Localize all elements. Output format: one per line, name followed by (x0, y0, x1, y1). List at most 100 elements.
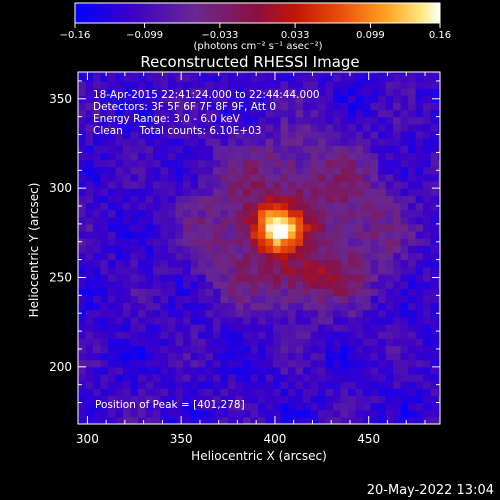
heatmap-cell (325, 316, 334, 325)
heatmap-cell (228, 123, 237, 132)
heatmap-cell (175, 116, 184, 125)
heatmap-cell (348, 352, 357, 361)
heatmap-cell (363, 373, 372, 382)
heatmap-cell (183, 231, 192, 239)
heatmap-cell (130, 281, 139, 289)
heatmap-cell (325, 159, 334, 168)
heatmap-cell (438, 402, 440, 411)
heatmap-cell (273, 123, 282, 132)
heatmap-cell (190, 281, 199, 289)
heatmap-cell (175, 288, 184, 296)
heatmap-cell (288, 281, 297, 289)
heatmap-cell (160, 202, 169, 211)
heatmap-cell (220, 366, 229, 375)
heatmap-cell (228, 331, 237, 339)
heatmap-cell (325, 231, 334, 239)
heatmap-cell (280, 159, 289, 168)
heatmap-cell (415, 238, 424, 246)
heatmap-cell (220, 402, 229, 411)
heatmap-cell (205, 80, 214, 89)
heatmap-cell (438, 409, 440, 418)
heatmap-cell (333, 238, 342, 246)
heatmap-cell (310, 359, 319, 368)
heatmap-cell (93, 145, 102, 154)
heatmap-cell (220, 302, 229, 311)
heatmap-cell (370, 73, 379, 82)
heatmap-cell (355, 345, 364, 354)
heatmap-cell (325, 88, 334, 96)
heatmap-cell (108, 159, 117, 168)
heatmap-cell (220, 288, 229, 296)
heatmap-cell (385, 180, 394, 189)
heatmap-cell (205, 373, 214, 382)
heatmap-cell (198, 273, 207, 282)
heatmap-cell (370, 252, 379, 261)
heatmap-cell (363, 323, 372, 332)
heatmap-cell (93, 388, 102, 397)
heatmap-cell (85, 80, 94, 89)
heatmap-cell (340, 130, 349, 139)
heatmap-cell (438, 245, 440, 254)
heatmap-cell (123, 188, 132, 196)
heatmap-cell (93, 102, 102, 111)
heatmap-cell (78, 345, 87, 354)
heatmap-cell (325, 366, 334, 375)
heatmap-cell (400, 359, 409, 368)
heatmap-cell (303, 338, 312, 346)
heatmap-cell (175, 338, 184, 346)
heatmap-cell (235, 366, 244, 375)
heatmap-cell (333, 323, 342, 332)
heatmap-cell (385, 216, 394, 225)
heatmap-cell (280, 323, 289, 332)
heatmap-cell (213, 109, 222, 118)
heatmap-cell (93, 130, 102, 139)
heatmap-cell (378, 266, 387, 275)
heatmap-cell (370, 88, 379, 96)
heatmap-cell (385, 345, 394, 354)
heatmap-cell (183, 195, 192, 204)
heatmap-cell (273, 352, 282, 361)
heatmap-cell (385, 152, 394, 161)
heatmap-cell (160, 316, 169, 325)
heatmap-cell (205, 88, 214, 96)
heatmap-cell (213, 130, 222, 139)
heatmap-cell (130, 173, 139, 182)
heatmap-cell (123, 331, 132, 339)
heatmap-cell (243, 309, 252, 318)
heatmap-cell (348, 302, 357, 311)
heatmap-cell (243, 259, 252, 268)
heatmap-cell (415, 209, 424, 218)
heatmap-cell (415, 245, 424, 254)
heatmap-cell (333, 266, 342, 275)
heatmap-cell (303, 138, 312, 146)
annotation-detectors: Detectors: 3F 5F 6F 7F 8F 9F, Att 0 (93, 101, 276, 113)
heatmap-cell (385, 159, 394, 168)
heatmap-cell (213, 159, 222, 168)
heatmap-cell (265, 95, 274, 103)
heatmap-cell (400, 295, 409, 304)
heatmap-cell (310, 202, 319, 211)
heatmap-cell (370, 216, 379, 225)
heatmap-cell (85, 166, 94, 175)
heatmap-cell (408, 166, 417, 175)
heatmap-cell (85, 73, 94, 82)
heatmap-cell (243, 352, 252, 361)
heatmap-cell (370, 202, 379, 211)
heatmap-cell (228, 109, 237, 118)
heatmap-cell (100, 173, 109, 182)
heatmap-cell (85, 88, 94, 96)
heatmap-cell (378, 130, 387, 139)
heatmap-cell (273, 245, 282, 254)
heatmap-cell (130, 259, 139, 268)
heatmap-cell (235, 373, 244, 382)
heatmap-cell (130, 402, 139, 411)
heatmap-cell (423, 388, 432, 397)
heatmap-cell (280, 388, 289, 397)
heatmap-cell (168, 345, 177, 354)
heatmap-cell (340, 338, 349, 346)
heatmap-cell (423, 80, 432, 89)
heatmap-cell (430, 288, 439, 296)
heatmap-cell (355, 231, 364, 239)
heatmap-cell (93, 80, 102, 89)
heatmap-cell (250, 352, 259, 361)
